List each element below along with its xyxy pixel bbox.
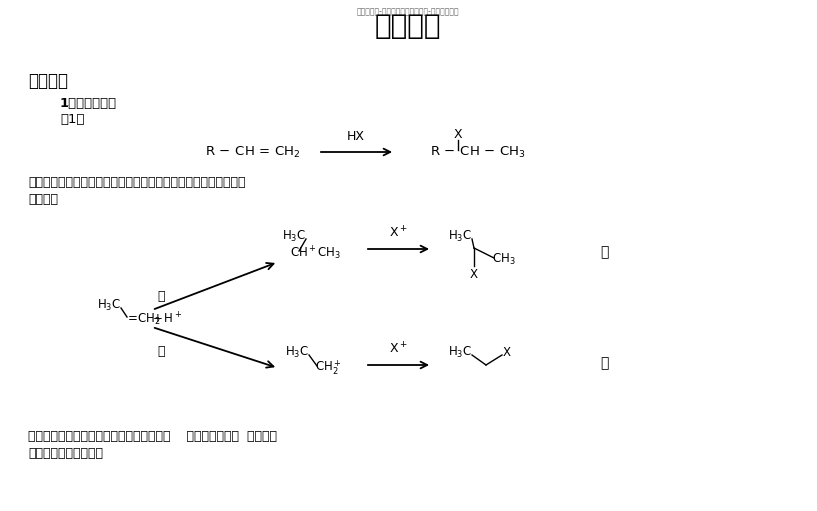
Text: 有机化学: 有机化学 (375, 12, 441, 40)
Text: CH$_2^+$: CH$_2^+$ (315, 359, 342, 378)
Text: X: X (503, 345, 511, 359)
Text: X: X (470, 268, 478, 281)
Text: 南药人破路-中国药科大学考研资料-专业课辅导班: 南药人破路-中国药科大学考研资料-专业课辅导班 (357, 7, 459, 16)
Text: $+\,$H$^+$: $+\,$H$^+$ (152, 311, 182, 327)
Text: （1）: （1） (60, 113, 84, 126)
Text: X$^+$: X$^+$ (389, 226, 408, 241)
Text: X: X (453, 128, 462, 141)
Text: 慢: 慢 (157, 345, 164, 358)
Text: 次: 次 (600, 356, 609, 370)
Text: H$_3$C: H$_3$C (285, 344, 309, 360)
Text: 一、烯烃: 一、烯烃 (28, 72, 68, 90)
Text: $=\!$CH$_2$: $=\!$CH$_2$ (125, 311, 161, 327)
Text: H$_3$C: H$_3$C (448, 228, 472, 244)
Text: R$\,-\,$CH$\,=\,$CH$_2$: R$\,-\,$CH$\,=\,$CH$_2$ (205, 145, 301, 159)
Text: R$\,-\,$CH$\,-\,$CH$_3$: R$\,-\,$CH$\,-\,$CH$_3$ (430, 145, 526, 159)
Text: 【本质】不对称烯烃的亲电加成总是生成较    稳定的碳正离子  中间体。: 【本质】不对称烯烃的亲电加成总是生成较 稳定的碳正离子 中间体。 (28, 430, 277, 443)
Text: H$_3$C: H$_3$C (448, 344, 472, 360)
Text: 【马氏规则】在不对称烯烃加成中，氢总是加在含碳较多的碳上。: 【马氏规则】在不对称烯烃加成中，氢总是加在含碳较多的碳上。 (28, 176, 245, 189)
Text: HX: HX (347, 130, 365, 143)
Text: 1、卤化氢加成: 1、卤化氢加成 (60, 97, 117, 110)
Text: CH$^+$CH$_3$: CH$^+$CH$_3$ (290, 244, 342, 262)
Text: 【注】碳正离子的重排: 【注】碳正离子的重排 (28, 447, 103, 460)
Text: 【机理】: 【机理】 (28, 193, 58, 206)
Text: 主: 主 (600, 245, 609, 259)
Text: CH$_3$: CH$_3$ (492, 251, 516, 267)
Text: H$_3$C: H$_3$C (97, 297, 121, 313)
Text: 快: 快 (157, 290, 164, 303)
Text: H$_3$C: H$_3$C (282, 228, 306, 244)
Text: X$^+$: X$^+$ (389, 342, 408, 357)
